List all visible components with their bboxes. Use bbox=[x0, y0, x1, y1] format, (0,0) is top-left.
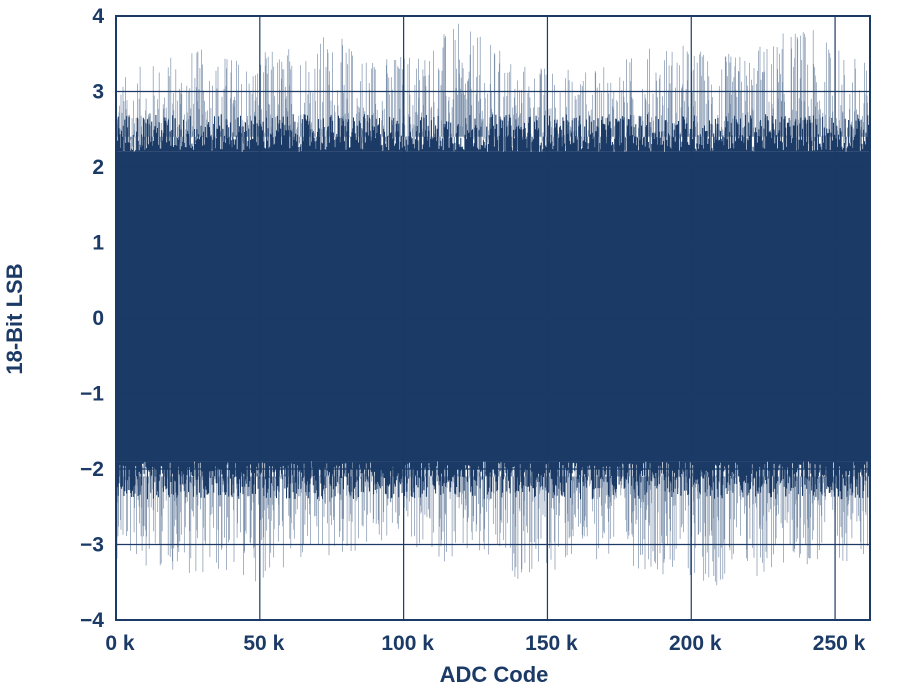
y-tick-label: 3 bbox=[92, 81, 104, 104]
x-tick-label: 250 k bbox=[813, 632, 866, 655]
plot-frame bbox=[115, 15, 871, 621]
y-tick-label: −3 bbox=[80, 534, 104, 557]
x-tick-label: 150 k bbox=[525, 632, 578, 655]
grid bbox=[115, 15, 871, 621]
y-tick-label: −2 bbox=[80, 458, 104, 481]
x-axis-ticks: 0 k 50 k 100 k 150 k 200 k 250 k bbox=[105, 632, 865, 655]
x-tick-label: 100 k bbox=[381, 632, 434, 655]
y-tick-label: −1 bbox=[80, 383, 104, 406]
y-axis-ticks: 4 3 2 1 0 −1 −2 −3 −4 bbox=[80, 5, 104, 632]
x-tick-label: 0 k bbox=[105, 632, 135, 655]
x-tick-label: 50 k bbox=[243, 632, 284, 655]
noise-band bbox=[116, 151, 870, 462]
x-axis-title: ADC Code bbox=[440, 662, 549, 686]
y-tick-label: 1 bbox=[92, 232, 104, 255]
y-tick-label: 2 bbox=[92, 156, 104, 179]
y-tick-label: 0 bbox=[92, 307, 104, 330]
y-axis-title: 18-Bit LSB bbox=[2, 263, 27, 374]
y-tick-label: −4 bbox=[80, 609, 104, 632]
x-tick-label: 200 k bbox=[669, 632, 722, 655]
y-tick-label: 4 bbox=[92, 5, 104, 28]
